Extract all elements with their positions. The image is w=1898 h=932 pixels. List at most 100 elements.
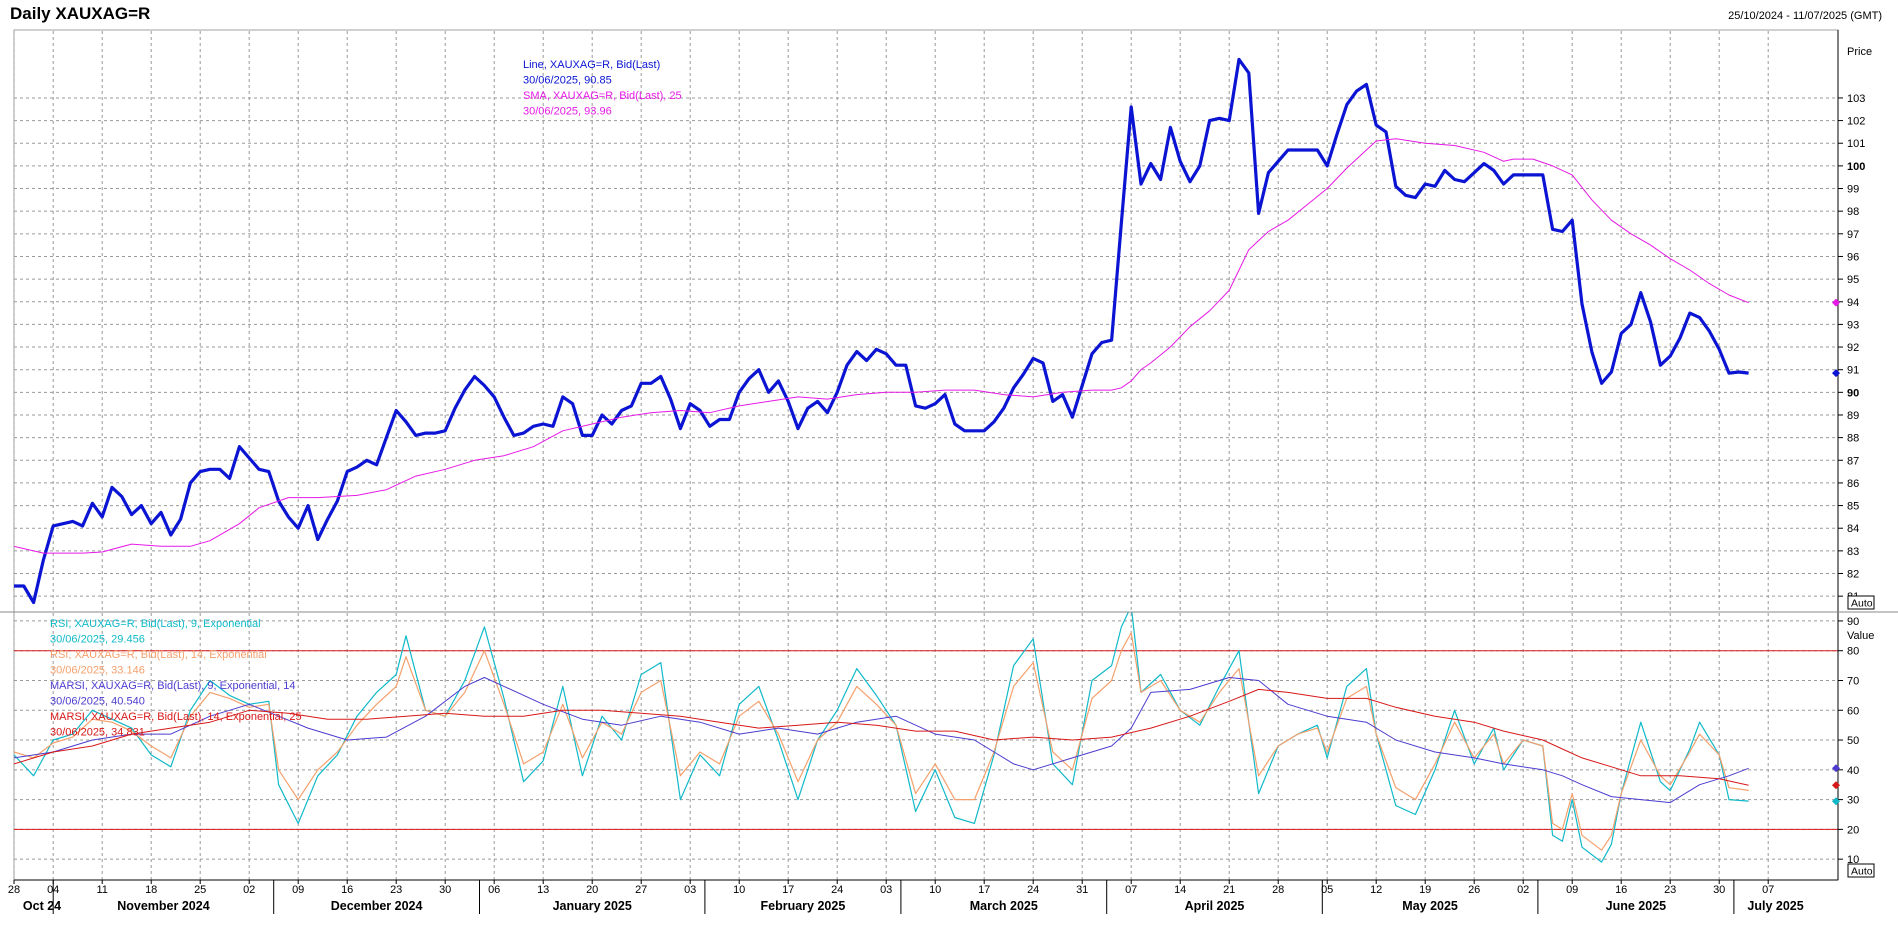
month-label: May 2025 (1402, 899, 1458, 913)
x-tick-label: 14 (1174, 884, 1186, 896)
x-tick-label: 13 (537, 884, 549, 896)
y-tick-label: 87 (1847, 455, 1859, 467)
legend-label: SMA, XAUXAG=R, Bid(Last), 25 (523, 90, 682, 102)
y-tick-label: 101 (1847, 138, 1865, 150)
month-label: December 2024 (331, 899, 423, 913)
auto-scale-button-label: Auto (1851, 866, 1873, 878)
y-tick-label: 50 (1847, 735, 1859, 747)
legend-label: MARSI, XAUXAG=R, Bid(Last), 9, Exponenti… (50, 680, 295, 692)
series-line-price-1 (14, 138, 1749, 554)
x-tick-label: 05 (1321, 884, 1333, 896)
x-tick-label: 25 (194, 884, 206, 896)
series-line-indicator-2 (14, 677, 1749, 804)
x-tick-label: 09 (292, 884, 304, 896)
x-tick-label: 18 (145, 884, 157, 896)
x-tick-label: 31 (1076, 884, 1088, 896)
legend-label: RSI, XAUXAG=R, Bid(Last), 14, Exponentia… (50, 649, 267, 661)
last-value-marker (1832, 781, 1840, 790)
x-tick-label: 07 (1762, 884, 1774, 896)
y-tick-label: 92 (1847, 342, 1859, 354)
last-value-marker (1832, 369, 1840, 378)
legend-value: 30/06/2025, 29.456 (50, 634, 145, 646)
x-tick-label: 07 (1125, 884, 1137, 896)
y-tick-label: 82 (1847, 569, 1859, 581)
legend-layer: Line, XAUXAG=R, Bid(Last) 30/06/2025, 90.… (50, 59, 682, 739)
y-axis-label: Price (1847, 46, 1872, 58)
y-tick-label: 30 (1847, 795, 1859, 807)
price-series-layer (14, 57, 1749, 605)
y-tick-label: 60 (1847, 705, 1859, 717)
date-range: 25/10/2024 - 11/07/2025 (GMT) (1728, 10, 1882, 22)
y-tick-label: 20 (1847, 824, 1859, 836)
legend-label: Line, XAUXAG=R, Bid(Last) (523, 59, 660, 71)
y-tick-label: 40 (1847, 765, 1859, 777)
y-tick-label: 83 (1847, 546, 1859, 558)
x-tick-label: 02 (243, 884, 255, 896)
x-tick-label: 20 (586, 884, 598, 896)
legend-label: RSI, XAUXAG=R, Bid(Last), 9, Exponential (50, 618, 261, 630)
x-tick-label: 19 (1419, 884, 1431, 896)
legend-value: 30/06/2025, 33.146 (50, 665, 145, 677)
x-tick-label: 30 (439, 884, 451, 896)
y-axis-label: Value (1847, 630, 1874, 642)
indicator-grid (13, 613, 1838, 880)
month-label: March 2025 (970, 899, 1038, 913)
y-tick-label: 70 (1847, 675, 1859, 687)
y-tick-label: 96 (1847, 251, 1859, 263)
x-axis: 28 04 11 18 25 02 09 16 23 30 06 13 20 27 03 10 17 24 03 10… (8, 879, 1838, 914)
legend-value: 30/06/2025, 93.96 (523, 106, 612, 118)
y-tick-label: 91 (1847, 365, 1859, 377)
x-tick-label: 12 (1370, 884, 1382, 896)
legend-value: 30/06/2025, 40.540 (50, 696, 145, 708)
x-tick-label: 03 (880, 884, 892, 896)
x-tick-label: 21 (1223, 884, 1235, 896)
series-line-indicator-0 (14, 612, 1749, 863)
x-tick-label: 24 (831, 884, 843, 896)
legend-label: MARSI, XAUXAG=R, Bid(Last), 14, Exponent… (50, 711, 302, 723)
x-tick-label: 23 (1664, 884, 1676, 896)
x-tick-label: 16 (1615, 884, 1627, 896)
legend-value: 30/06/2025, 34.831 (50, 727, 145, 739)
x-tick-label: 26 (1468, 884, 1480, 896)
month-label: January 2025 (553, 899, 632, 913)
chart-title: Daily XAUXAG=R (10, 4, 151, 23)
y-tick-label: 97 (1847, 229, 1859, 241)
y-tick-label: 98 (1847, 206, 1859, 218)
x-tick-label: 30 (1713, 884, 1725, 896)
y-tick-label: 100 (1847, 161, 1865, 173)
y-tick-label: 90 (1847, 616, 1859, 628)
x-tick-label: 02 (1517, 884, 1529, 896)
y-tick-label: 86 (1847, 478, 1859, 490)
y-tick-label: 95 (1847, 274, 1859, 286)
auto-scale-button[interactable] (1847, 863, 1875, 878)
y-tick-label: 88 (1847, 433, 1859, 445)
y-tick-label: 85 (1847, 501, 1859, 513)
month-label: June 2025 (1606, 899, 1667, 913)
x-tick-label: 06 (488, 884, 500, 896)
month-label: Oct 24 (23, 899, 61, 913)
y-tick-label: 84 (1847, 523, 1859, 535)
y-tick-label: 80 (1847, 646, 1859, 658)
y-tick-label: 90 (1847, 387, 1859, 399)
price-y-axis: 8182838485868788899091929394959697989910… (1832, 30, 1875, 612)
x-tick-label: 16 (341, 884, 353, 896)
month-label: November 2024 (117, 899, 209, 913)
x-tick-label: 28 (8, 884, 20, 896)
month-label: July 2025 (1747, 899, 1803, 913)
indicator-series-layer (14, 612, 1749, 863)
series-line-price-0 (14, 57, 1749, 605)
y-tick-label: 94 (1847, 297, 1859, 309)
plot-area-border (13, 29, 1839, 881)
month-label: April 2025 (1185, 899, 1245, 913)
month-label: February 2025 (761, 899, 846, 913)
auto-scale-button-label: Auto (1851, 598, 1873, 610)
auto-scale-button[interactable] (1847, 595, 1875, 610)
last-value-marker (1832, 764, 1840, 773)
y-tick-label: 102 (1847, 116, 1865, 128)
series-line-indicator-3 (14, 688, 1749, 786)
x-tick-label: 17 (978, 884, 990, 896)
series-line-indicator-1 (14, 632, 1749, 851)
y-tick-label: 10 (1847, 854, 1859, 866)
price-grid (13, 31, 1838, 612)
